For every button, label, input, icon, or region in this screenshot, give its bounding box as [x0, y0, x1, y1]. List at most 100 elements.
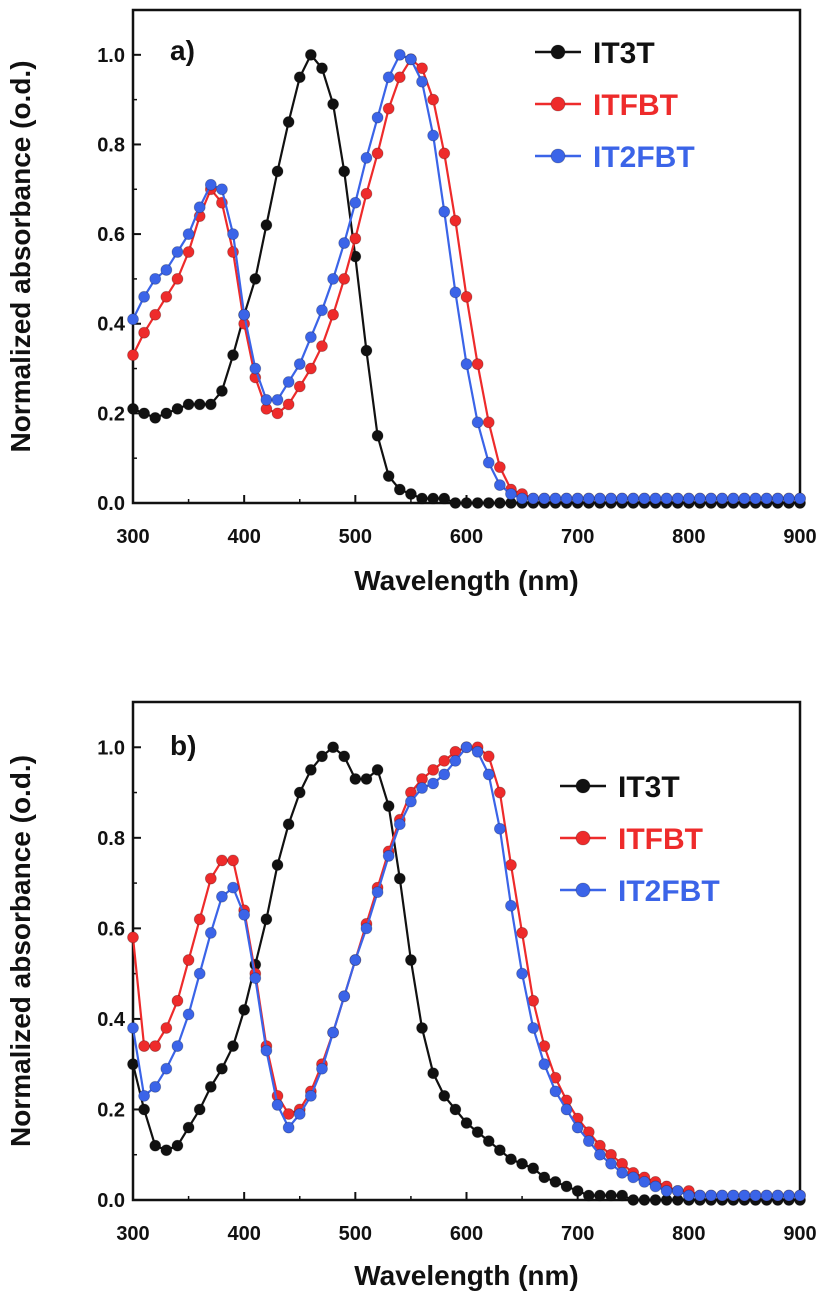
x-tick-label: 700: [561, 526, 594, 548]
data-point: [460, 358, 473, 370]
data-point: [316, 62, 328, 75]
data-point: [482, 1135, 495, 1148]
data-point: [505, 1153, 517, 1166]
data-point: [571, 492, 584, 505]
data-point: [338, 750, 351, 763]
y-axis-title: Normalized absorbance (o.d.): [5, 60, 36, 452]
data-point: [482, 497, 495, 509]
data-point: [671, 1185, 684, 1197]
data-point: [594, 492, 606, 505]
data-point: [493, 786, 506, 799]
data-point: [127, 313, 139, 326]
data-point: [260, 1044, 273, 1057]
data-point: [204, 872, 217, 885]
data-point: [138, 1040, 151, 1052]
data-point: [338, 990, 351, 1003]
x-tick-label: 900: [783, 526, 816, 548]
data-point: [127, 1058, 139, 1071]
data-point: [405, 488, 417, 500]
data-point: [694, 492, 706, 505]
data-point: [660, 492, 673, 505]
panel-label: b): [170, 730, 196, 761]
data-point: [149, 1080, 162, 1093]
y-tick-label: 0.6: [97, 918, 125, 940]
data-point: [482, 416, 495, 429]
data-point: [227, 881, 239, 894]
data-point: [716, 492, 729, 505]
data-point: [382, 800, 395, 813]
series-line: [132, 53, 800, 500]
x-tick-label: 400: [227, 1223, 260, 1245]
data-point: [405, 795, 417, 808]
data-point: [705, 1189, 717, 1202]
data-point: [204, 178, 217, 191]
data-point: [238, 308, 251, 321]
data-point: [516, 967, 528, 980]
data-point: [549, 492, 562, 505]
data-point: [216, 1062, 228, 1075]
x-tick-label: 600: [450, 526, 483, 548]
legend-label: ITFBT: [593, 89, 678, 122]
x-tick-label: 500: [339, 1223, 372, 1245]
data-point: [749, 492, 762, 505]
data-point: [638, 492, 651, 505]
data-point: [216, 854, 228, 867]
data-point: [216, 385, 228, 397]
data-point: [482, 456, 495, 469]
data-point: [471, 358, 484, 370]
data-point: [416, 492, 428, 505]
data-point: [349, 232, 362, 245]
data-point: [138, 290, 151, 303]
data-point: [304, 331, 317, 344]
data-point: [605, 492, 617, 505]
legend-label: ITFBT: [618, 823, 703, 856]
series-line: [132, 52, 800, 505]
data-point: [393, 48, 406, 61]
data-point: [293, 1108, 306, 1120]
data-point: [127, 349, 139, 362]
data-point: [271, 859, 284, 871]
data-point: [549, 1085, 562, 1098]
data-point: [538, 1171, 551, 1184]
data-point: [449, 214, 462, 227]
chart-panel-1: 300 400 500 600 700 800 900 0.0 0.2 0.4 0.6 0.8 1.0 W…: [5, 8, 817, 596]
data-point: [393, 872, 406, 885]
legend-marker: [575, 830, 591, 846]
x-axis-title: Wavelength (nm): [354, 1260, 579, 1291]
data-point: [171, 1139, 184, 1152]
data-point: [349, 196, 362, 209]
data-point: [638, 1175, 651, 1188]
data-point: [182, 398, 195, 411]
data-point: [416, 782, 428, 794]
data-point: [327, 308, 340, 321]
data-point: [771, 1189, 784, 1202]
data-point: [427, 777, 440, 790]
data-point: [616, 1189, 629, 1202]
y-tick-label: 1.0: [97, 737, 125, 759]
series-line: [132, 57, 800, 500]
data-point: [594, 1148, 606, 1161]
data-point: [338, 273, 351, 285]
data-point: [571, 1185, 584, 1197]
data-point: [449, 497, 462, 509]
legend-marker: [575, 778, 591, 794]
data-point: [616, 492, 629, 505]
data-point: [182, 1008, 195, 1021]
data-point: [160, 1062, 173, 1075]
data-point: [671, 492, 684, 505]
series-IT3T: [127, 48, 806, 509]
data-point: [505, 899, 517, 912]
data-point: [393, 818, 406, 831]
data-point: [127, 1022, 139, 1034]
series-IT2FBT: [127, 48, 806, 505]
data-point: [794, 492, 806, 505]
x-tick-label: 800: [672, 526, 705, 548]
data-point: [694, 1189, 706, 1202]
data-point: [371, 111, 384, 124]
data-point: [582, 1135, 595, 1148]
data-point: [171, 246, 184, 258]
data-point: [794, 1189, 806, 1202]
data-point: [293, 380, 306, 393]
data-point: [638, 1194, 651, 1206]
